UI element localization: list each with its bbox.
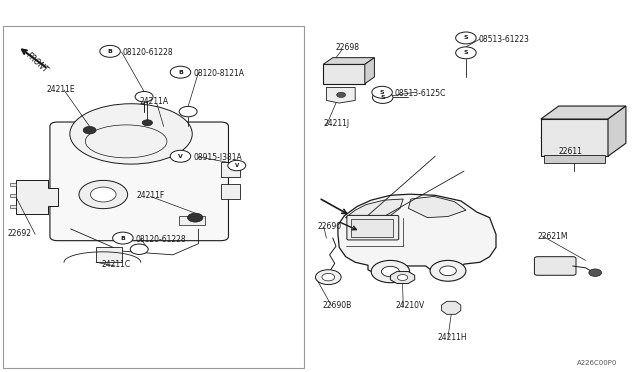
Text: V: V: [178, 154, 183, 159]
Polygon shape: [365, 58, 374, 84]
Circle shape: [430, 260, 466, 281]
Circle shape: [113, 232, 133, 244]
Polygon shape: [323, 58, 374, 64]
Text: 08513-6125C: 08513-6125C: [395, 89, 446, 98]
Circle shape: [322, 273, 335, 281]
Bar: [96, 247, 122, 262]
Circle shape: [589, 269, 602, 276]
Circle shape: [316, 270, 341, 285]
Polygon shape: [408, 196, 466, 218]
Bar: [10, 183, 16, 186]
Circle shape: [131, 244, 148, 254]
Text: 24210V: 24210V: [396, 301, 425, 310]
Bar: [3, 26, 304, 368]
Text: 08120-61228: 08120-61228: [123, 48, 173, 57]
Circle shape: [170, 66, 191, 78]
Circle shape: [228, 160, 246, 171]
Circle shape: [381, 266, 399, 277]
Circle shape: [456, 32, 476, 44]
Circle shape: [372, 92, 393, 103]
Circle shape: [372, 86, 392, 98]
Circle shape: [456, 47, 476, 59]
Polygon shape: [346, 199, 403, 220]
Text: 22621M: 22621M: [538, 232, 568, 241]
Circle shape: [397, 275, 408, 280]
Text: B: B: [108, 49, 113, 54]
Bar: [541, 119, 608, 156]
Circle shape: [337, 92, 346, 97]
Polygon shape: [541, 106, 626, 119]
Text: 24211H: 24211H: [438, 333, 467, 342]
Polygon shape: [16, 180, 58, 214]
Circle shape: [135, 92, 153, 102]
Text: S: S: [380, 95, 385, 100]
Bar: [179, 216, 205, 225]
Bar: [221, 162, 240, 177]
Circle shape: [179, 106, 197, 117]
Polygon shape: [442, 301, 461, 314]
Bar: [10, 205, 16, 208]
Circle shape: [100, 45, 120, 57]
FancyBboxPatch shape: [50, 122, 228, 241]
Text: B: B: [178, 70, 183, 75]
Polygon shape: [608, 106, 626, 156]
Text: 24211F: 24211F: [136, 191, 164, 200]
Bar: [544, 155, 605, 163]
Polygon shape: [390, 272, 415, 283]
Text: 08915-I381A: 08915-I381A: [193, 153, 242, 162]
Text: 22692: 22692: [8, 229, 32, 238]
Text: 24211A: 24211A: [140, 97, 169, 106]
Text: 22690B: 22690B: [323, 301, 352, 310]
Ellipse shape: [70, 104, 192, 164]
Circle shape: [170, 150, 191, 162]
Bar: [10, 194, 16, 197]
Circle shape: [188, 213, 203, 222]
Text: 08120-8121A: 08120-8121A: [193, 69, 244, 78]
Text: 08513-61223: 08513-61223: [479, 35, 529, 44]
Circle shape: [83, 126, 96, 134]
Circle shape: [79, 180, 127, 209]
Text: 22698: 22698: [336, 43, 360, 52]
Circle shape: [90, 187, 116, 202]
Bar: [221, 184, 240, 199]
Text: S: S: [380, 90, 385, 95]
FancyBboxPatch shape: [534, 257, 576, 275]
Text: 24211E: 24211E: [46, 85, 75, 94]
Polygon shape: [338, 194, 496, 276]
Text: 08120-61228: 08120-61228: [136, 235, 186, 244]
Bar: [323, 64, 365, 84]
Circle shape: [440, 266, 456, 276]
Text: 24211J: 24211J: [324, 119, 350, 128]
Text: V: V: [235, 163, 239, 168]
Text: 22611: 22611: [559, 147, 582, 155]
Polygon shape: [326, 87, 355, 103]
FancyBboxPatch shape: [347, 215, 399, 240]
Text: S: S: [463, 50, 468, 55]
Bar: [351, 219, 393, 237]
Text: 24211C: 24211C: [101, 260, 131, 269]
Text: 22690: 22690: [317, 222, 342, 231]
Circle shape: [371, 260, 410, 283]
Text: B: B: [120, 235, 125, 241]
Circle shape: [142, 120, 152, 126]
Text: FRONT: FRONT: [24, 51, 50, 75]
Text: A226C00P0: A226C00P0: [577, 360, 618, 366]
Text: S: S: [463, 35, 468, 41]
